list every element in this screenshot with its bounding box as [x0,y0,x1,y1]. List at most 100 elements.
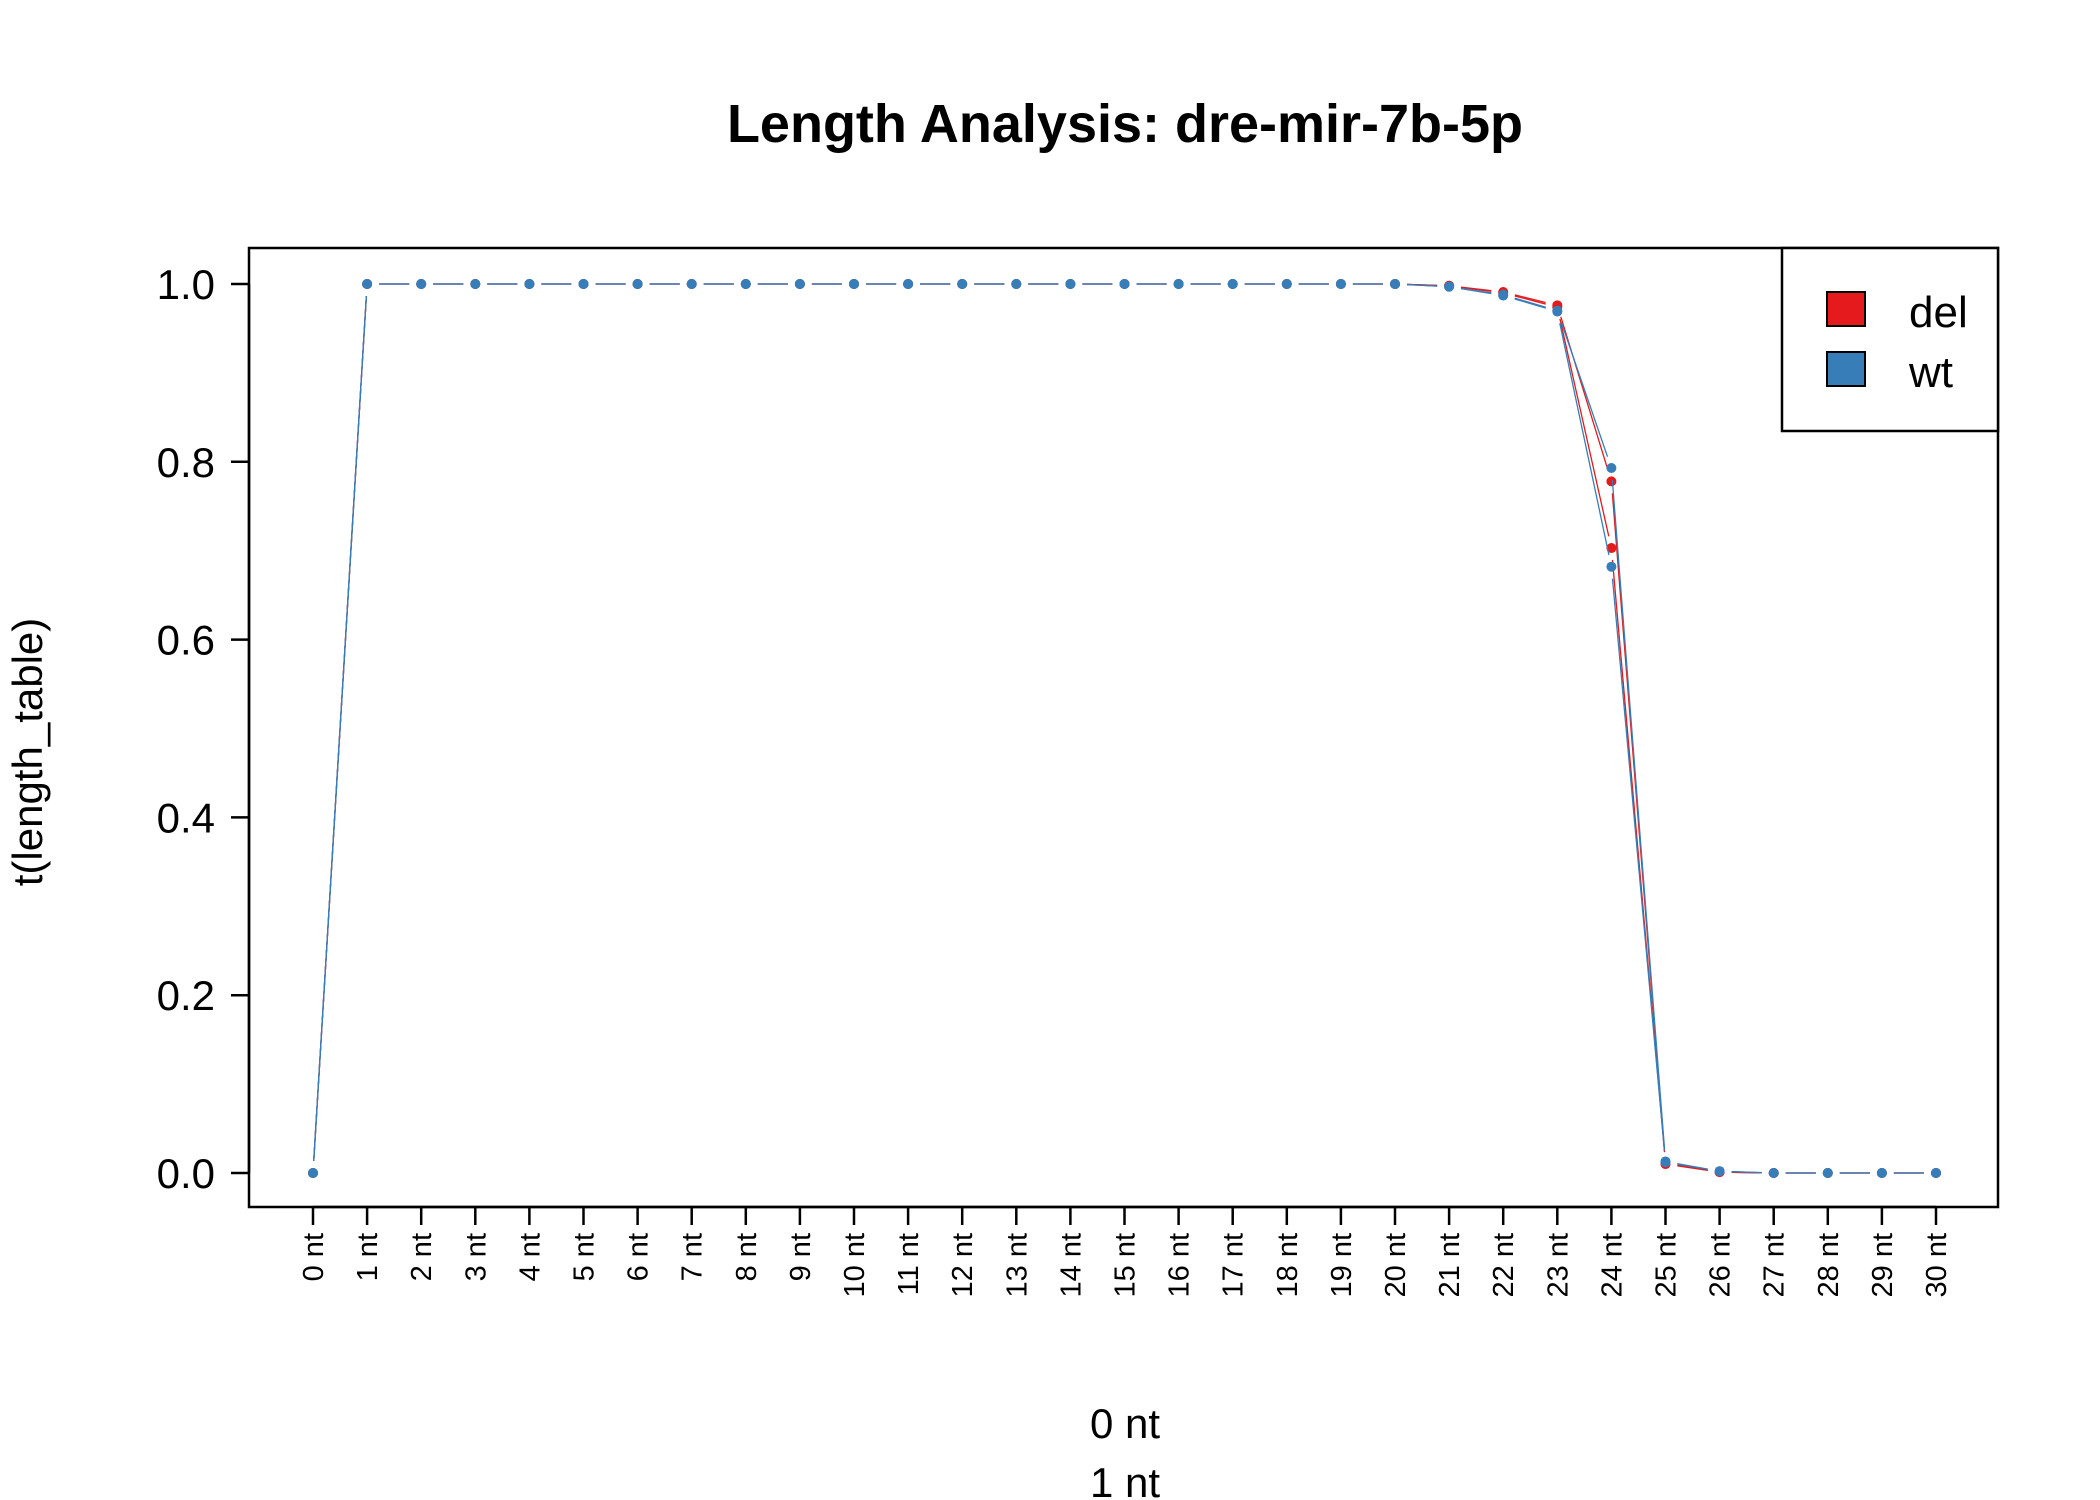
data-point [1606,463,1617,474]
data-point [849,279,859,289]
legend-box [1780,246,2000,433]
series-segment [1677,1163,1708,1170]
x-tick-label: 17 nt [1218,1233,1250,1298]
series-segment [1731,1170,1762,1174]
data-point [1606,543,1617,554]
series-layer [308,279,1941,1178]
legend-label-wt: wt [1908,348,1953,397]
data-point [1822,1168,1833,1178]
data-point [470,279,481,289]
series-segment [1514,298,1546,309]
x-tick-label: 28 nt [1813,1233,1845,1298]
x-tick-label: 14 nt [1055,1233,1087,1298]
data-point [1390,279,1400,289]
data-point [1173,279,1184,289]
y-tick-label: 0.0 [157,1150,215,1197]
x-tick-label: 11 nt [893,1233,925,1295]
x-axis: 0 nt 1 nt 2 nt 3 nt 4 nt 5 nt 6 nt 7 nt 8 nt 9 nt… [298,1205,1953,1298]
series-segment [1460,287,1492,295]
data-point [1227,279,1238,289]
x-tick-label: 30 nt [1921,1233,1953,1298]
data-point [1065,279,1076,289]
x-tick-label: 27 nt [1759,1233,1791,1298]
data-point [1931,1168,1941,1178]
series-segment [1559,318,1610,537]
data-point [524,279,535,289]
series-wt [308,279,1941,1178]
y-tick-label: 0.6 [157,617,215,664]
x-axis-label-line2: 1 nt [1090,1459,1160,1500]
x-tick-label: 6 nt [623,1233,655,1281]
legend-swatch-del [1826,291,1866,327]
data-point [1714,1166,1725,1177]
x-tick-label: 12 nt [947,1233,979,1298]
x-tick-label: 22 nt [1488,1233,1520,1298]
data-point [308,1168,318,1178]
x-tick-label: 1 nt [352,1233,384,1281]
series-del [308,279,1941,1178]
y-tick-label: 0.8 [157,439,215,486]
series-segment [1559,323,1610,556]
y-tick-label: 0.4 [157,794,215,841]
x-tick-label: 23 nt [1542,1233,1574,1298]
data-point [1335,279,1346,289]
x-tick-label: 16 nt [1164,1233,1196,1298]
data-point [1498,290,1509,301]
data-point [1606,561,1617,572]
series-segment [1514,295,1546,305]
y-axis-label: t(length_table) [4,618,51,887]
x-tick-label: 21 nt [1434,1233,1466,1298]
data-point [1552,306,1563,317]
x-tick-label: 7 nt [677,1233,709,1281]
x-tick-label: 2 nt [406,1233,438,1281]
x-tick-label: 25 nt [1651,1233,1683,1298]
x-axis-label-line1: 0 nt [1090,1400,1160,1447]
series-segment [1560,321,1609,457]
x-tick-label: 19 nt [1326,1233,1358,1298]
x-tick-label: 9 nt [785,1233,817,1281]
data-point [1444,281,1455,292]
series-wt [308,279,1941,1178]
data-point [578,279,589,289]
x-tick-label: 10 nt [839,1233,871,1298]
series-del [308,279,1941,1178]
x-tick-label: 3 nt [460,1233,492,1281]
x-tick-label: 26 nt [1705,1233,1737,1298]
data-point [1606,476,1617,487]
legend: del wt [1780,246,2000,433]
legend-label-del: del [1909,288,1968,337]
x-tick-label: 24 nt [1596,1233,1628,1298]
series-segment [1611,578,1666,1151]
x-tick-label: 20 nt [1380,1233,1412,1298]
x-tick-label: 18 nt [1272,1233,1304,1298]
data-point [1281,279,1292,289]
series-segment [313,295,368,1162]
x-tick-label: 4 nt [514,1233,546,1281]
data-point [1119,279,1130,289]
legend-swatch-wt [1826,351,1866,387]
series-segment [1406,283,1438,287]
plot-frame [247,246,2000,1209]
x-tick-label: 15 nt [1110,1233,1142,1298]
data-point [362,279,373,289]
y-axis: 0.0 0.2 0.4 0.6 0.8 1.0 [157,261,251,1197]
data-point [1660,1157,1671,1168]
data-point [794,279,805,289]
data-point [903,279,914,289]
data-point [957,279,968,289]
data-point [1011,279,1022,289]
data-point [1876,1168,1887,1178]
data-point [686,279,697,289]
chart-title: Length Analysis: dre-mir-7b-5p [727,94,1523,154]
series-segment [1460,286,1492,292]
series-segment [1677,1164,1708,1171]
data-point [632,279,643,289]
x-tick-label: 5 nt [569,1233,601,1281]
data-point [1768,1168,1779,1178]
x-tick-label: 29 nt [1867,1233,1899,1298]
data-point [740,279,751,289]
series-segment [1514,297,1546,308]
x-tick-label: 13 nt [1001,1233,1033,1298]
series-segment [1514,294,1546,304]
